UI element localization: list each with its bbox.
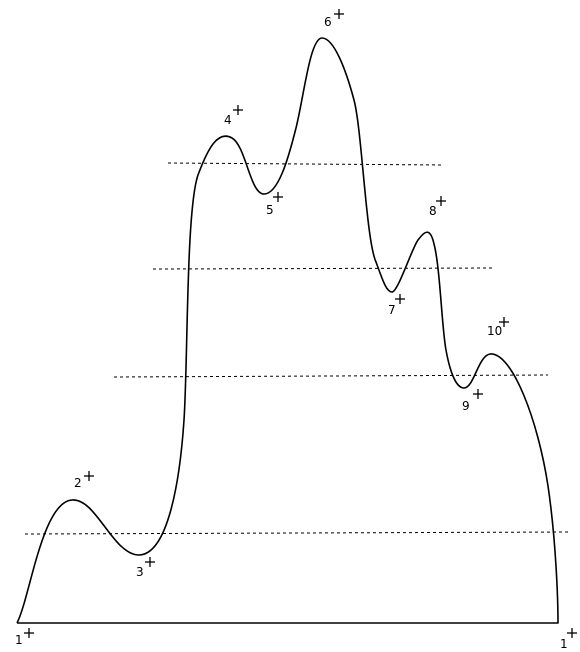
plus-cross-icon: [233, 105, 243, 115]
point-label: 10: [487, 324, 502, 338]
point-label: 4: [224, 113, 232, 127]
point-label: 1: [15, 633, 23, 647]
plus-cross-icon: [499, 317, 509, 327]
plus-cross-icon: [84, 471, 94, 481]
plus-cross-icon: [145, 557, 155, 567]
plus-cross-icon: [395, 294, 405, 304]
plus-cross-icon: [473, 389, 483, 399]
point-label: 5: [266, 203, 274, 217]
contour-line-bottom: [24, 531, 571, 535]
plus-cross-icon: [273, 192, 283, 202]
point-label: 1: [560, 637, 568, 651]
point-label: 2: [74, 476, 82, 490]
point-label: 6: [324, 15, 332, 29]
contour-line-top: [167, 162, 445, 166]
plus-cross-icon: [436, 196, 446, 206]
profile-curve: [16, 37, 559, 624]
point-label: 9: [462, 399, 470, 413]
plus-cross-icon: [567, 628, 577, 638]
contour-line-lower: [113, 374, 549, 378]
plus-cross-icon: [334, 9, 344, 19]
markers-layer: 1 2 3 4 5 6 7 8 9 10 1: [15, 9, 577, 651]
point-label: 7: [388, 303, 396, 317]
point-label: 3: [136, 565, 144, 579]
contour-line-upper: [152, 267, 495, 270]
plus-cross-icon: [24, 628, 34, 638]
point-label: 8: [429, 204, 437, 218]
